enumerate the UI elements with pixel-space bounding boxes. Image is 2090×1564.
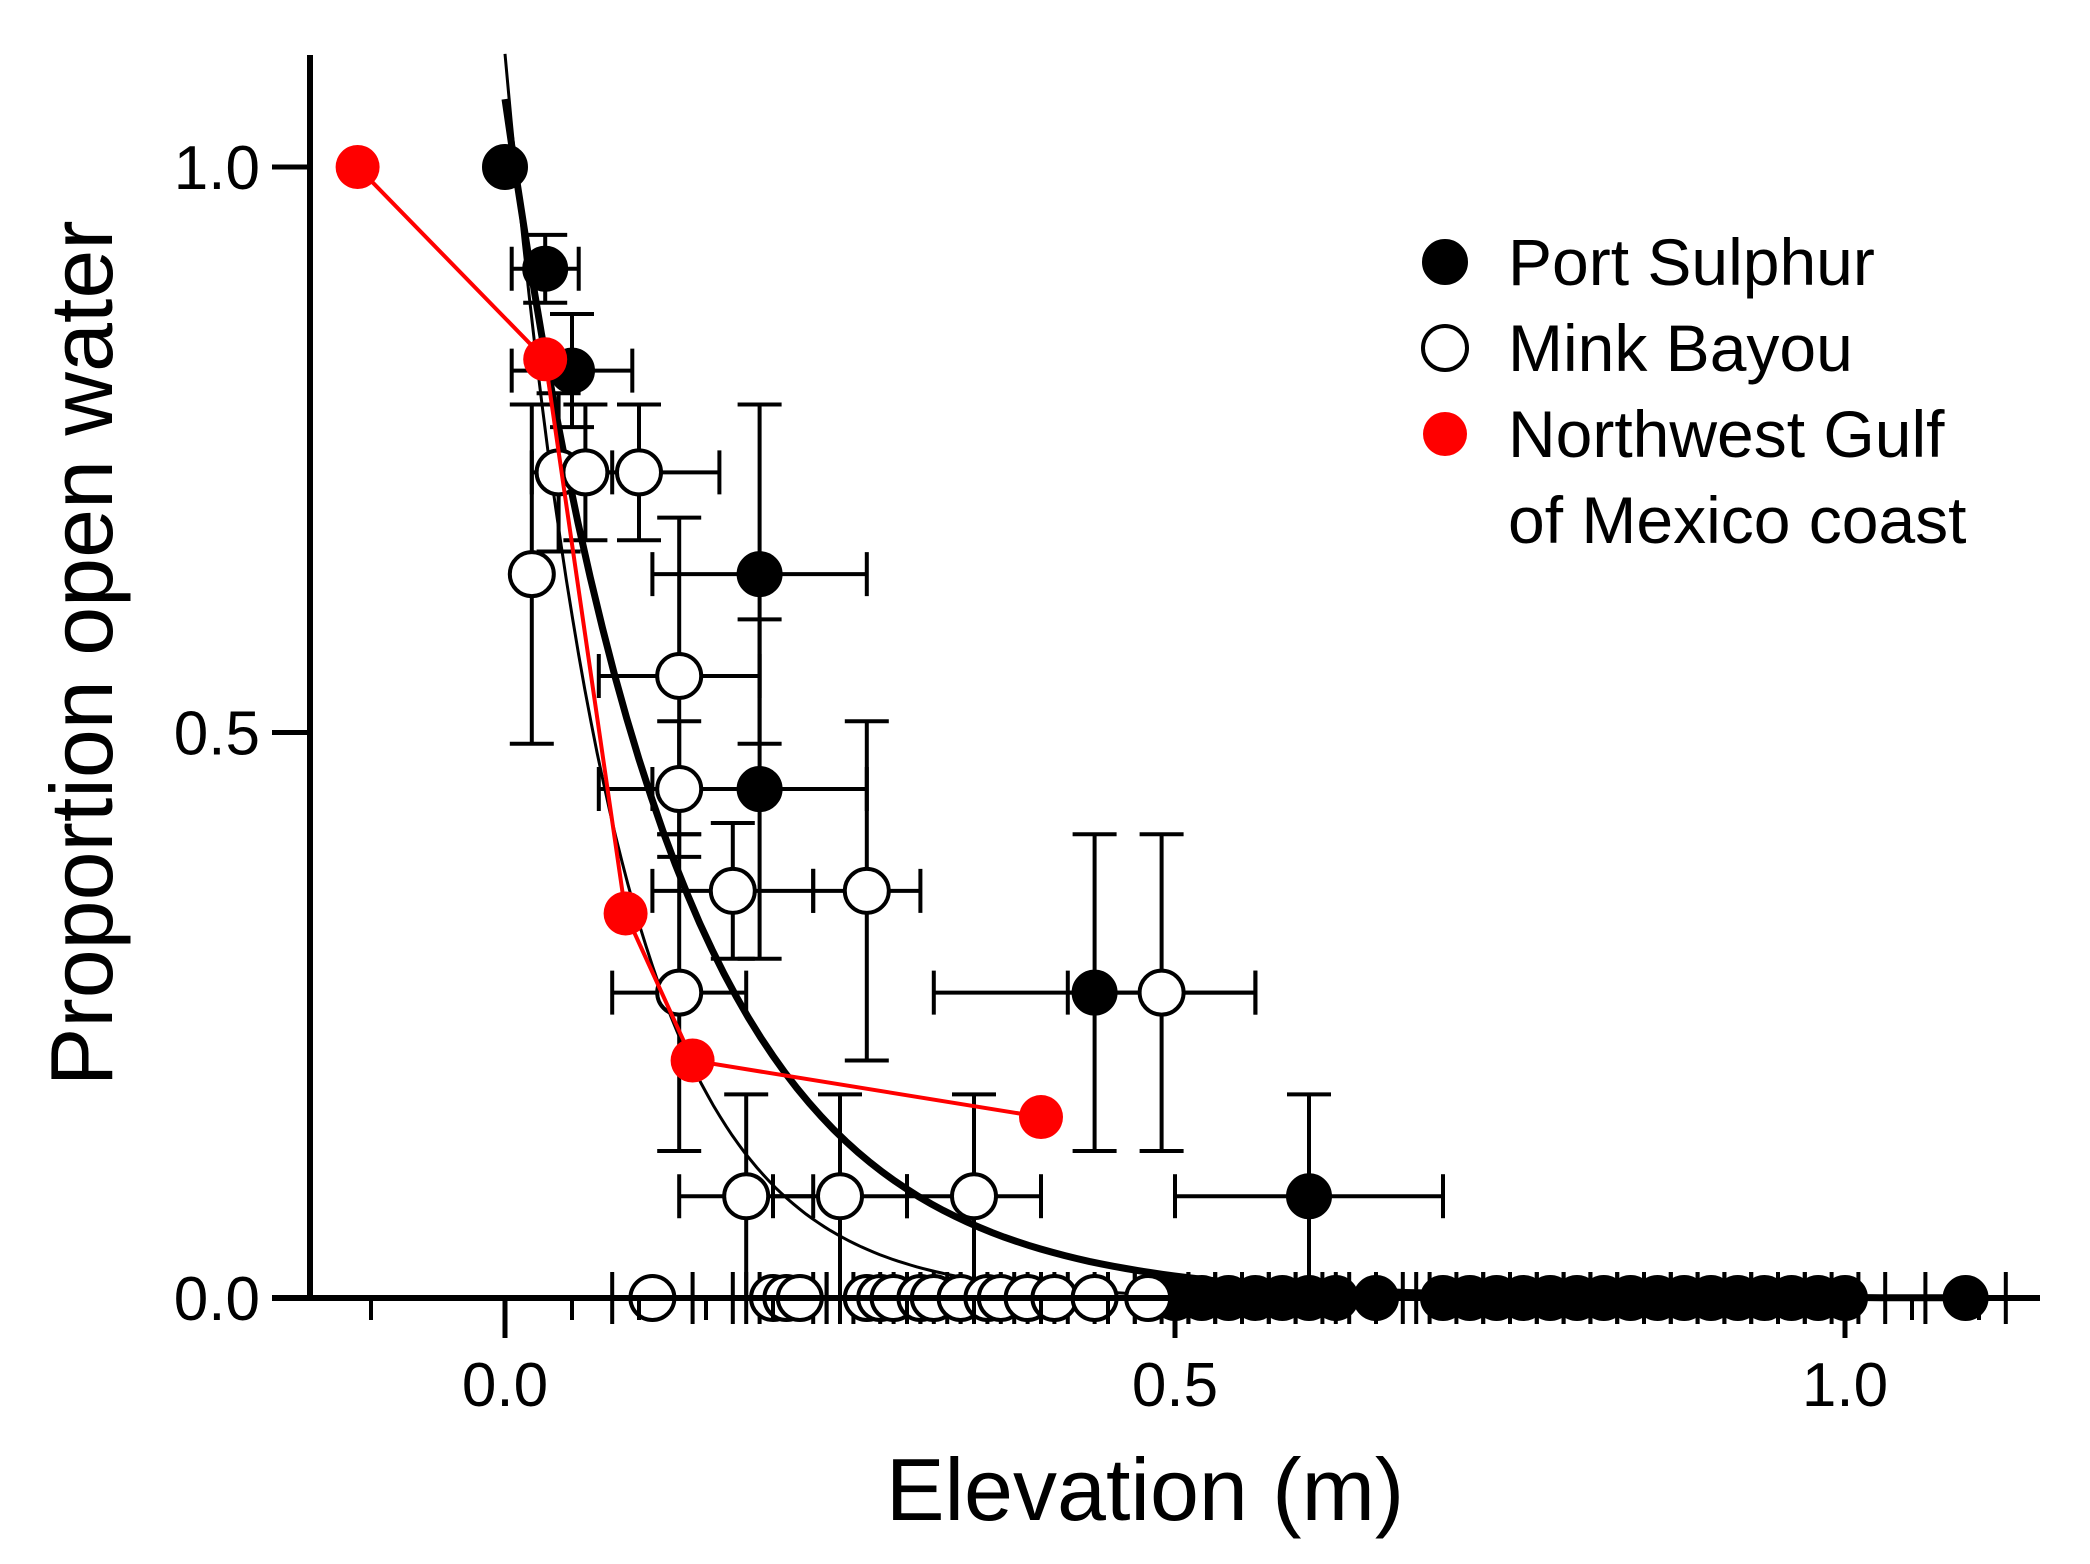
legend-label: Mink Bayou [1508, 311, 1853, 385]
axes: 0.0 0.5 1.0 0.0 0.5 1.0 [174, 55, 2040, 1420]
mink-bayou-point [507, 550, 556, 599]
x-tick-label: 0.5 [1132, 1351, 1218, 1420]
y-axis-title: Proportion open water [32, 220, 131, 1086]
port-sulphur-point [522, 245, 569, 292]
legend-marker-northwest-gulf-of-mexico-coast [1423, 412, 1467, 456]
northwest-gulf-of-mexico-coast-markers [335, 145, 1063, 1140]
y-tick-label: 1.0 [174, 134, 260, 203]
port-sulphur-point [1071, 969, 1118, 1016]
port-sulphur-point [482, 144, 528, 190]
y-tick-label: 0.5 [174, 700, 260, 769]
legend-marker-mink-bayou [1421, 324, 1469, 372]
port-sulphur-point [736, 766, 783, 813]
legend-marker-port-sulphur [1422, 239, 1468, 285]
x-tick-label: 1.0 [1802, 1351, 1888, 1420]
port-sulphur-point [736, 551, 783, 598]
northwest-gulf-of-mexico-coast-point [335, 145, 380, 189]
legend-label: Port Sulphur [1508, 225, 1875, 299]
mink-bayou-point [615, 448, 663, 497]
northwest-gulf-of-mexico-coast-point [670, 1038, 715, 1083]
y-tick-label: 0.0 [174, 1265, 260, 1334]
port-sulphur-point [1286, 1173, 1332, 1220]
mink-bayou-point [842, 866, 891, 915]
legend-label: of Mexico coast [1508, 483, 1967, 557]
mink-bayou-fit-curve [503, 53, 1243, 1298]
mink-bayou-point [950, 1172, 998, 1221]
mink-bayou-point [655, 651, 704, 700]
mink-bayou-point [561, 448, 610, 497]
mink-bayou-point [722, 1172, 771, 1221]
mink-bayou-point [655, 765, 704, 814]
mink-bayou-point [816, 1172, 864, 1221]
x-axis-title: Elevation (m) [886, 1440, 1404, 1539]
northwest-gulf-of-mexico-coast-connecting-line [356, 165, 1042, 1119]
legend-label: Northwest Gulf [1508, 397, 1945, 471]
legend: Port Sulphur Mink Bayou Northwest Gulf of M… [1421, 225, 1967, 557]
x-tick-label: 0.0 [462, 1351, 548, 1420]
northwest-gulf-of-mexico-coast-point [1019, 1095, 1063, 1140]
northwest-gulf-of-mexico-coast-point [523, 337, 568, 382]
mink-bayou-point [1137, 968, 1186, 1017]
northwest-gulf-of-mexico-coast-point [603, 891, 648, 936]
mink-bayou-markers [507, 448, 1186, 1322]
mink-bayou-point [708, 866, 757, 915]
